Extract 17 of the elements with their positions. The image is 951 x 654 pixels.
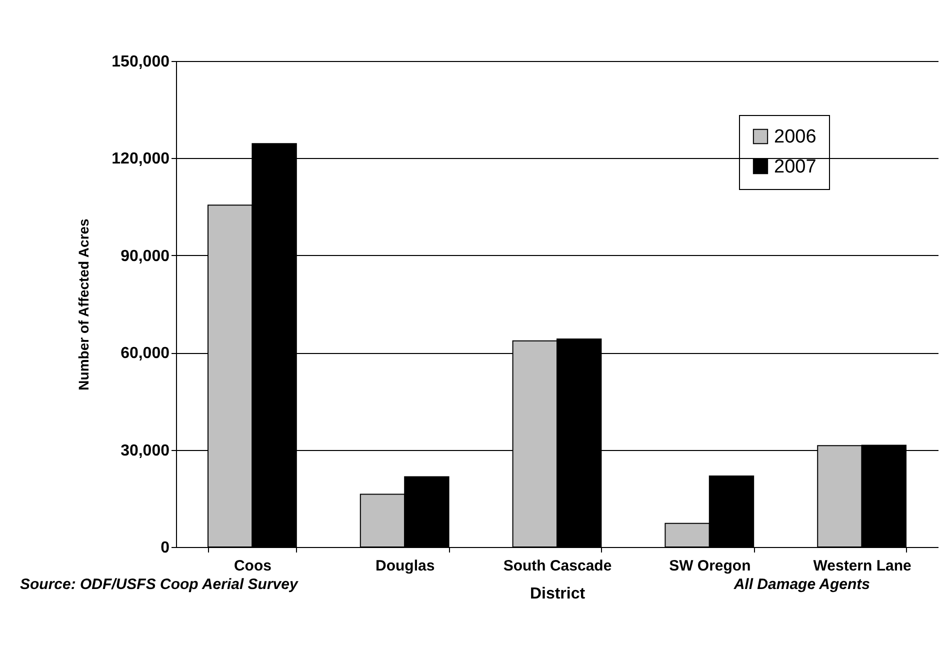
- y-tick-label: 30,000: [120, 442, 170, 460]
- legend-label: 2007: [774, 156, 816, 178]
- source-note: Source: ODF/USFS Coop Aerial Survey: [20, 576, 298, 593]
- y-tick-label: 150,000: [112, 54, 170, 70]
- y-tick-label: 90,000: [120, 248, 170, 265]
- x-tick-label: Coos: [234, 558, 272, 574]
- y-tick-label: 0: [160, 540, 170, 556]
- y-tick-label: 60,000: [120, 345, 170, 362]
- text: All Damage Agents: [734, 576, 870, 593]
- x-tick-label: South Cascade: [503, 558, 612, 574]
- legend-label: 2006: [774, 126, 816, 148]
- x-tick-label: Douglas: [376, 558, 435, 574]
- x-tick-label: SW Oregon: [669, 558, 751, 574]
- y-tick-label: 120,000: [112, 150, 170, 168]
- y-axis-title: Number of Affected Acres: [76, 218, 92, 390]
- x-tick-label: Western Lane: [813, 558, 912, 574]
- x-axis-title: District: [530, 586, 586, 602]
